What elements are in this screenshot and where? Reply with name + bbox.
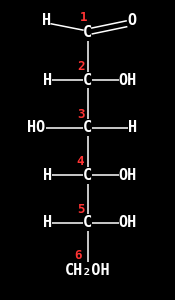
Text: H: H: [43, 73, 52, 88]
Text: C: C: [83, 120, 92, 135]
Text: 4: 4: [77, 155, 84, 168]
Text: 2: 2: [77, 60, 84, 73]
Text: 1: 1: [80, 11, 88, 24]
Text: OH: OH: [118, 168, 136, 183]
Text: C: C: [83, 215, 92, 230]
Text: C: C: [83, 73, 92, 88]
Text: H: H: [43, 168, 52, 183]
Text: 3: 3: [77, 108, 84, 121]
Text: 6: 6: [74, 249, 82, 262]
Text: 5: 5: [77, 203, 84, 216]
Text: H: H: [42, 13, 51, 28]
Text: CH₂OH: CH₂OH: [65, 263, 110, 278]
Text: OH: OH: [118, 73, 136, 88]
Text: O: O: [128, 13, 137, 28]
Text: HO: HO: [27, 120, 45, 135]
Text: H: H: [128, 120, 137, 135]
Text: C: C: [83, 25, 92, 40]
Text: H: H: [43, 215, 52, 230]
Text: C: C: [83, 168, 92, 183]
Text: OH: OH: [118, 215, 136, 230]
